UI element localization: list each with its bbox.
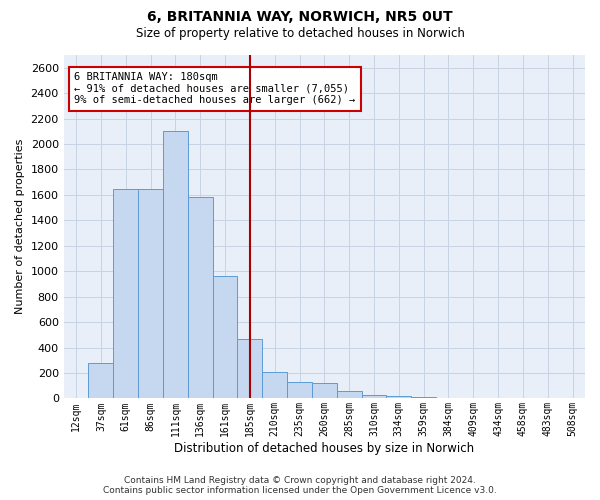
Bar [262,372,287,398]
Bar [113,188,138,398]
Bar [212,276,238,398]
Text: 6, BRITANNIA WAY, NORWICH, NR5 0UT: 6, BRITANNIA WAY, NORWICH, NR5 0UT [147,10,453,24]
Text: Contains HM Land Registry data © Crown copyright and database right 2024.
Contai: Contains HM Land Registry data © Crown c… [103,476,497,495]
Bar [386,396,411,398]
Bar [163,132,188,398]
Bar [188,198,212,398]
Bar [138,188,163,398]
Bar [88,363,113,398]
Bar [362,394,386,398]
Bar [312,383,337,398]
Y-axis label: Number of detached properties: Number of detached properties [15,139,25,314]
X-axis label: Distribution of detached houses by size in Norwich: Distribution of detached houses by size … [174,442,475,455]
Bar [337,392,362,398]
Bar [411,397,436,398]
Text: 6 BRITANNIA WAY: 180sqm
← 91% of detached houses are smaller (7,055)
9% of semi-: 6 BRITANNIA WAY: 180sqm ← 91% of detache… [74,72,355,106]
Text: Size of property relative to detached houses in Norwich: Size of property relative to detached ho… [136,28,464,40]
Bar [238,340,262,398]
Bar [287,382,312,398]
